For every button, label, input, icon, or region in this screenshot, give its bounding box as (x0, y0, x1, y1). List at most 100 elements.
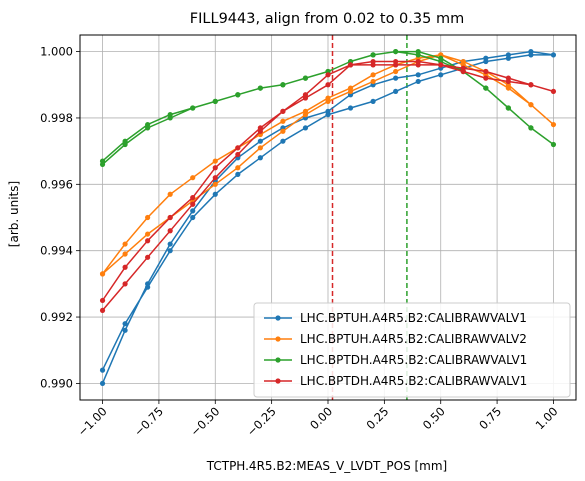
data-point (393, 48, 399, 55)
legend-swatch-marker (275, 336, 281, 342)
data-point (325, 72, 331, 78)
legend-box (253, 302, 571, 398)
data-point (235, 165, 241, 171)
data-point (99, 307, 106, 314)
data-point (145, 125, 151, 131)
data-point (460, 58, 466, 65)
data-point (415, 58, 421, 65)
data-point (190, 175, 196, 181)
data-point (212, 98, 218, 104)
data-point (99, 380, 106, 387)
data-point (393, 75, 399, 81)
data-point (302, 125, 309, 131)
data-point (325, 82, 331, 88)
data-point (212, 175, 218, 181)
data-point (325, 98, 331, 104)
data-point (212, 191, 218, 197)
data-point (145, 238, 151, 244)
legend-label: LHC.BPTUH.A4R5.B2:CALIBRAWVALV1 (300, 311, 527, 325)
data-point (528, 125, 534, 131)
data-point (257, 128, 263, 134)
data-point (190, 201, 196, 207)
data-point (415, 52, 421, 58)
data-point (280, 108, 286, 114)
data-point (190, 214, 196, 221)
data-point (167, 191, 173, 197)
data-point (235, 92, 241, 98)
data-point (235, 145, 241, 151)
y-axis-label: [arb. units] (7, 181, 21, 247)
data-point (122, 264, 128, 270)
data-point (122, 251, 128, 257)
legend-label: LHC.BPTUH.A4R5.B2:CALIBRAWVALV2 (300, 332, 527, 346)
data-point (280, 138, 286, 144)
data-point (167, 228, 173, 234)
data-point (280, 118, 286, 124)
x-axis-label: TCTPH.4R5.B2:MEAS_V_LVDT_POS [mm] (206, 459, 448, 473)
data-point (167, 115, 173, 121)
data-point (145, 214, 151, 221)
series-group (99, 48, 557, 387)
legend-item: LHC.BPTUH.A4R5.B2:CALIBRAWVALV1 (264, 311, 527, 325)
data-point (505, 55, 511, 61)
data-point (302, 112, 309, 118)
data-point (99, 271, 106, 277)
data-point (438, 72, 444, 78)
data-point (145, 254, 151, 260)
data-point (257, 85, 263, 91)
data-point (347, 62, 354, 68)
data-point (370, 78, 376, 85)
data-point (370, 52, 376, 58)
data-point (370, 58, 376, 65)
y-tick-label: 0.990 (40, 376, 73, 390)
data-point (122, 327, 128, 333)
data-point (122, 241, 128, 247)
data-point (145, 231, 151, 237)
legend-swatch-marker (275, 378, 281, 384)
data-point (99, 161, 106, 168)
data-point (257, 145, 263, 151)
data-point (528, 52, 534, 58)
data-point (370, 72, 376, 78)
data-point (325, 112, 331, 118)
data-point (302, 92, 309, 98)
data-point (302, 75, 309, 81)
data-point (483, 85, 489, 91)
data-point (393, 88, 399, 95)
data-point (167, 248, 173, 254)
data-point (235, 171, 241, 177)
legend-item: LHC.BPTDH.A4R5.B2:CALIBRAWVALV1 (264, 353, 527, 367)
data-point (190, 105, 196, 111)
legend-swatch-marker (275, 315, 281, 321)
data-point (483, 68, 489, 75)
data-point (370, 98, 376, 104)
data-point (145, 284, 151, 290)
data-point (483, 58, 489, 65)
data-point (550, 52, 557, 58)
data-point (550, 88, 557, 95)
data-series (99, 48, 557, 387)
data-point (235, 151, 241, 158)
data-point (438, 62, 444, 68)
data-point (167, 241, 173, 247)
data-point (347, 105, 354, 111)
data-point (280, 128, 286, 134)
data-point (257, 138, 263, 144)
y-tick-label: 0.992 (40, 310, 73, 324)
legend-swatch-marker (275, 357, 281, 363)
y-tick-label: 0.994 (40, 244, 73, 258)
data-point (190, 194, 196, 201)
data-point (415, 78, 421, 85)
data-point (167, 214, 173, 221)
data-point (483, 75, 489, 81)
data-series (99, 58, 557, 314)
data-point (505, 75, 511, 81)
data-series (99, 48, 557, 168)
data-point (528, 82, 534, 88)
data-point (528, 102, 534, 108)
legend: LHC.BPTUH.A4R5.B2:CALIBRAWVALV1 LHC.BPTUH… (253, 302, 571, 398)
data-point (415, 72, 421, 78)
y-tick-label: 0.996 (40, 177, 73, 191)
y-axis-ticks: 0.990 0.992 0.994 0.996 0.998 1.000 (40, 45, 80, 390)
